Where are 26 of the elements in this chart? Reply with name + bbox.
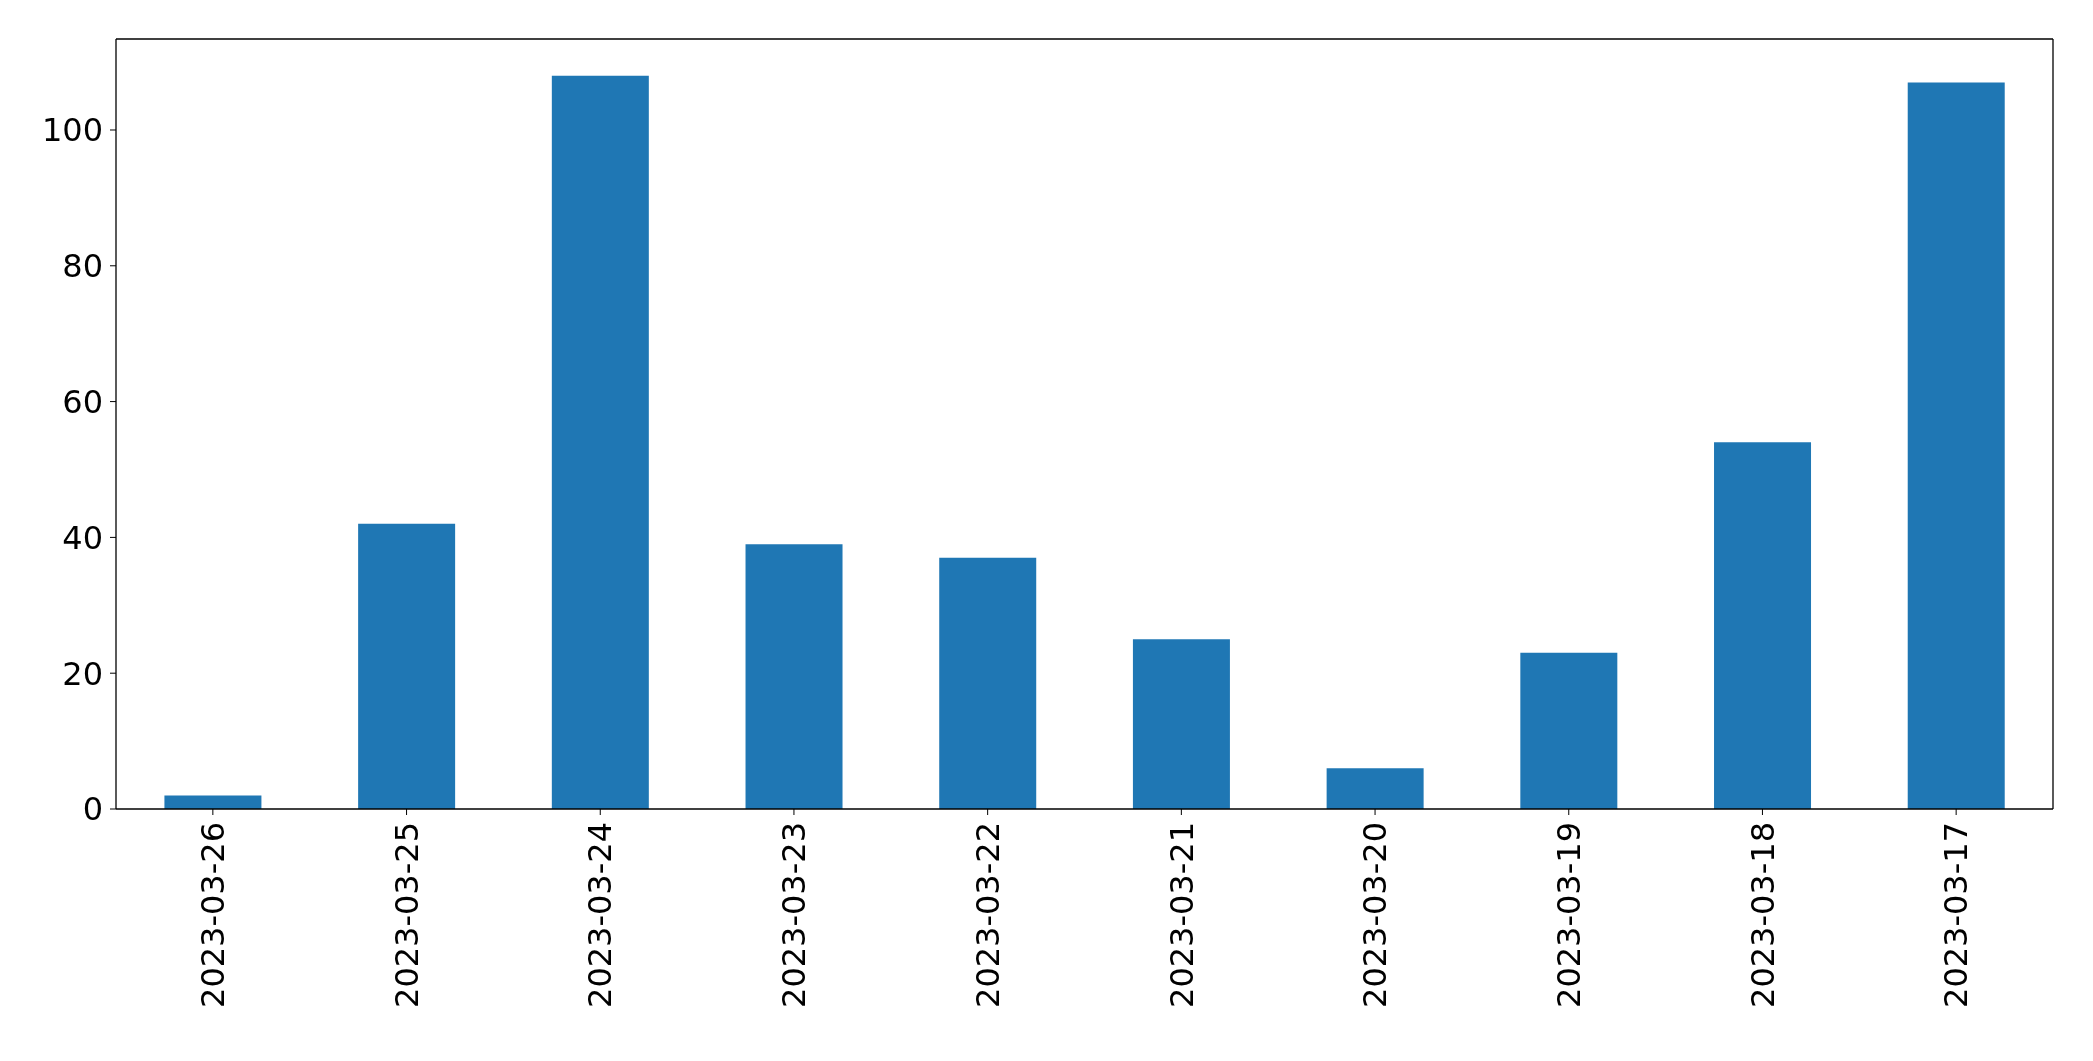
x-tick-label: 2023-03-21 [1162,822,1201,1008]
y-tick-label: 80 [62,247,103,286]
bar [745,544,843,809]
bar [164,795,262,809]
bar [551,75,649,809]
x-tick-label: 2023-03-20 [1356,822,1395,1008]
x-tick-label: 2023-03-18 [1743,822,1782,1008]
x-tick-label: 2023-03-23 [775,822,814,1008]
bar [1326,768,1424,809]
x-tick-label: 2023-03-19 [1549,822,1588,1008]
bar [939,557,1037,809]
x-tick-label: 2023-03-25 [387,822,426,1008]
bar [1132,639,1230,809]
bar [1907,82,2005,809]
x-tick-label: 2023-03-22 [968,822,1007,1008]
x-tick-label: 2023-03-26 [194,822,233,1008]
x-tick-label: 2023-03-17 [1937,822,1976,1008]
x-tick-label: 2023-03-24 [581,822,620,1008]
y-tick-label: 100 [41,111,103,150]
y-tick-label: 20 [62,654,103,693]
y-tick-label: 40 [62,518,103,557]
y-tick-label: 0 [82,790,103,829]
bar [358,523,456,809]
bar [1520,652,1618,809]
y-tick-label: 60 [62,382,103,421]
bar [1714,442,1812,809]
